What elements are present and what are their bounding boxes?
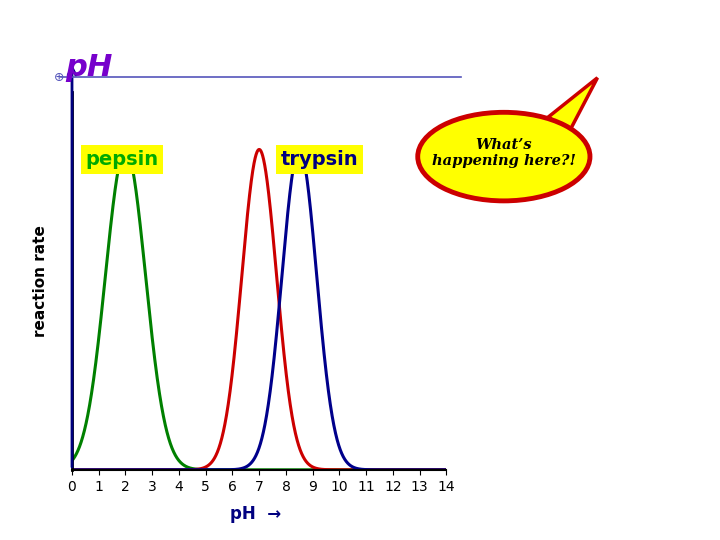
- Text: trypsin: trypsin: [281, 150, 359, 170]
- Text: reaction rate: reaction rate: [32, 225, 48, 337]
- Text: ⊕: ⊕: [54, 71, 64, 84]
- Text: pH: pH: [65, 53, 112, 82]
- Polygon shape: [549, 78, 598, 135]
- Ellipse shape: [418, 112, 590, 201]
- Text: pepsin: pepsin: [86, 150, 158, 170]
- Text: What’s
happening here?!: What’s happening here?!: [432, 138, 576, 168]
- Text: pH  →: pH →: [230, 505, 282, 523]
